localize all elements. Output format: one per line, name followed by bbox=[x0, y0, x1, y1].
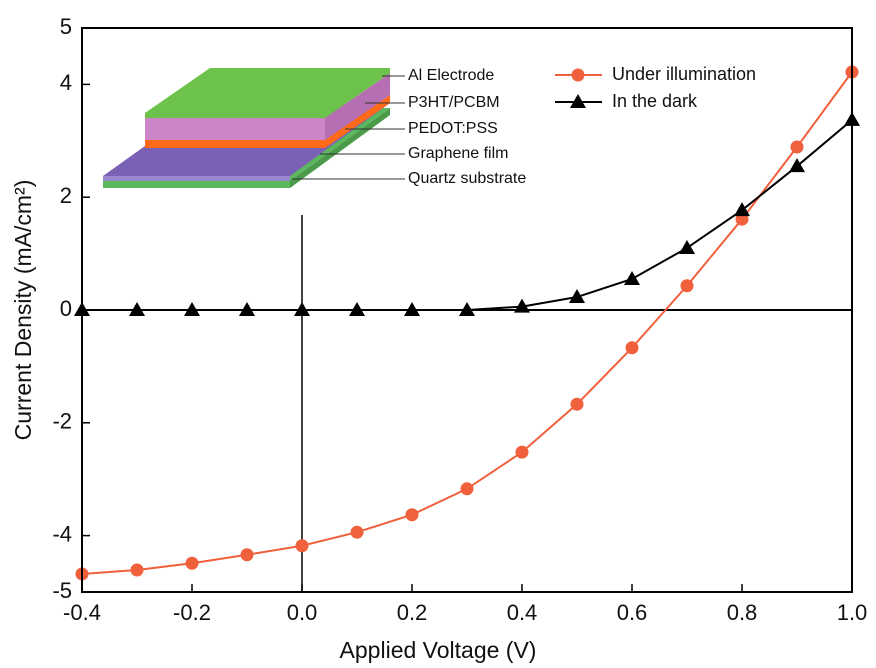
data-point bbox=[679, 239, 695, 254]
y-tick-label: -5 bbox=[52, 578, 72, 603]
annotation: Quartz substrate bbox=[408, 170, 526, 187]
y-tick-label: 4 bbox=[60, 70, 72, 95]
data-point bbox=[625, 341, 639, 355]
x-tick-label: -0.4 bbox=[63, 600, 101, 625]
legend-label: In the dark bbox=[612, 91, 698, 111]
y-tick-label: -2 bbox=[52, 409, 72, 434]
data-point bbox=[184, 302, 200, 316]
data-point bbox=[680, 279, 694, 293]
x-axis-label: Applied Voltage (V) bbox=[340, 637, 537, 663]
p3ht-side bbox=[325, 73, 390, 140]
data-point bbox=[129, 302, 145, 316]
x-tick-label: -0.2 bbox=[173, 600, 211, 625]
data-point bbox=[349, 302, 365, 316]
annotation: PEDOT:PSS bbox=[408, 120, 498, 137]
data-point bbox=[459, 302, 475, 316]
data-point bbox=[734, 202, 750, 217]
data-point bbox=[460, 482, 474, 496]
data-point bbox=[350, 525, 364, 539]
y-tick-label: 0 bbox=[60, 296, 72, 321]
data-point bbox=[239, 302, 255, 316]
quartz-front bbox=[103, 181, 290, 188]
device-schematic: Al Electrode P3HT/PCBM PEDOT:PSS Graphen… bbox=[103, 67, 526, 188]
data-point bbox=[789, 158, 805, 173]
y-tick-label: 5 bbox=[60, 14, 72, 39]
x-tick-label: 0.4 bbox=[507, 600, 538, 625]
x-tick-label: 0.2 bbox=[397, 600, 428, 625]
al-top bbox=[145, 68, 390, 118]
data-point bbox=[404, 302, 420, 316]
x-tick-label: 0.8 bbox=[727, 600, 758, 625]
data-point bbox=[570, 397, 584, 411]
legend-marker bbox=[570, 94, 586, 108]
x-tick-label: 0.6 bbox=[617, 600, 648, 625]
pedot-side bbox=[325, 95, 390, 148]
data-point bbox=[790, 140, 804, 154]
plot-frame bbox=[81, 27, 853, 593]
y-tick-label: 2 bbox=[60, 183, 72, 208]
data-point bbox=[624, 270, 640, 285]
annotation: P3HT/PCBM bbox=[408, 94, 500, 111]
annotation: Graphene film bbox=[408, 145, 509, 162]
x-tick-label: 0.0 bbox=[287, 600, 318, 625]
quartz-side bbox=[290, 108, 390, 188]
data-point bbox=[294, 302, 310, 316]
legend-marker bbox=[571, 68, 585, 82]
y-tick-label: -4 bbox=[52, 521, 72, 546]
data-point bbox=[240, 548, 254, 562]
data-point bbox=[515, 445, 529, 459]
pedot-front bbox=[145, 140, 325, 148]
p3ht-front bbox=[145, 118, 325, 140]
data-point bbox=[295, 539, 309, 553]
data-point bbox=[185, 556, 199, 570]
x-tick-label: 1.0 bbox=[837, 600, 868, 625]
data-point bbox=[405, 508, 419, 522]
data-point bbox=[569, 289, 585, 304]
graphene-front bbox=[103, 176, 290, 181]
data-point bbox=[130, 563, 144, 577]
y-axis-label: Current Density (mA/cm²) bbox=[10, 180, 36, 441]
legend-label: Under illumination bbox=[612, 64, 756, 84]
annotation: Al Electrode bbox=[408, 67, 494, 84]
data-point bbox=[514, 298, 530, 313]
